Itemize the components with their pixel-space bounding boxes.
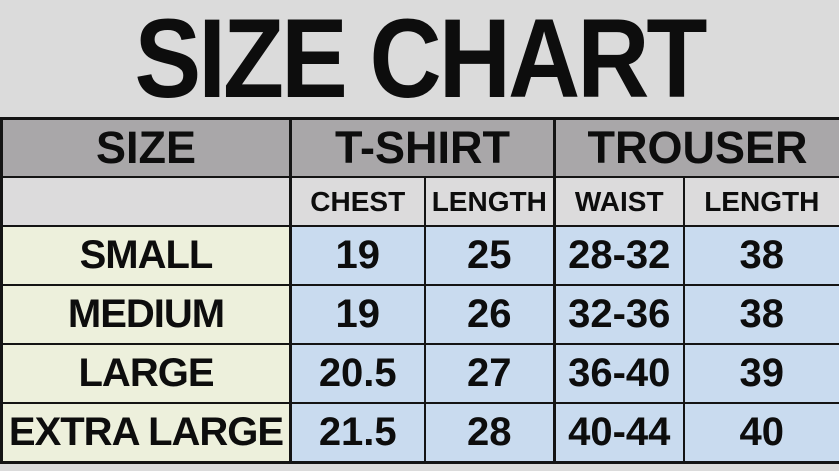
table-row-medium: MEDIUM 19 26 32-36 38 xyxy=(0,284,839,345)
title-band: SIZE CHART xyxy=(0,0,839,117)
trouser-length-value-cell: 38 xyxy=(682,284,839,345)
waist-value-cell: 32-36 xyxy=(553,284,685,345)
table-row-extra-large: EXTRA LARGE 21.5 28 40-44 40 xyxy=(0,402,839,464)
table-row-large: LARGE 20.5 27 36-40 39 xyxy=(0,343,839,404)
waist-value-cell: 28-32 xyxy=(553,225,685,286)
chest-value-cell: 19 xyxy=(289,284,426,345)
size-chart-table: SIZE T-SHIRT TROUSER CHEST LENGTH WAIST … xyxy=(0,117,839,464)
chest-value-cell: 19 xyxy=(289,225,426,286)
column-header-size: SIZE xyxy=(0,117,292,178)
size-label-cell: SMALL xyxy=(0,225,292,286)
tshirt-length-value-cell: 25 xyxy=(423,225,556,286)
trouser-length-value-cell: 40 xyxy=(682,402,839,464)
tshirt-length-value-cell: 27 xyxy=(423,343,556,404)
size-label-cell: LARGE xyxy=(0,343,292,404)
table-row-small: SMALL 19 25 28-32 38 xyxy=(0,225,839,286)
subheader-empty-cell xyxy=(0,176,292,227)
tshirt-length-value-cell: 26 xyxy=(423,284,556,345)
sub-header-row: CHEST LENGTH WAIST LENGTH xyxy=(0,176,839,227)
trouser-length-value-cell: 38 xyxy=(682,225,839,286)
subheader-trouser-waist: WAIST xyxy=(553,176,685,227)
waist-value-cell: 36-40 xyxy=(553,343,685,404)
subheader-tshirt-length: LENGTH xyxy=(423,176,556,227)
page-title: SIZE CHART xyxy=(134,0,708,122)
column-header-tshirt: T-SHIRT xyxy=(289,117,556,178)
subheader-trouser-length: LENGTH xyxy=(682,176,839,227)
chest-value-cell: 20.5 xyxy=(289,343,426,404)
chest-value-cell: 21.5 xyxy=(289,402,426,464)
size-label-cell: MEDIUM xyxy=(0,284,292,345)
size-label-cell: EXTRA LARGE xyxy=(0,402,292,464)
waist-value-cell: 40-44 xyxy=(553,402,685,464)
tshirt-length-value-cell: 28 xyxy=(423,402,556,464)
subheader-tshirt-chest: CHEST xyxy=(289,176,426,227)
trouser-length-value-cell: 39 xyxy=(682,343,839,404)
group-header-row: SIZE T-SHIRT TROUSER xyxy=(0,117,839,178)
column-header-trouser: TROUSER xyxy=(553,117,839,178)
